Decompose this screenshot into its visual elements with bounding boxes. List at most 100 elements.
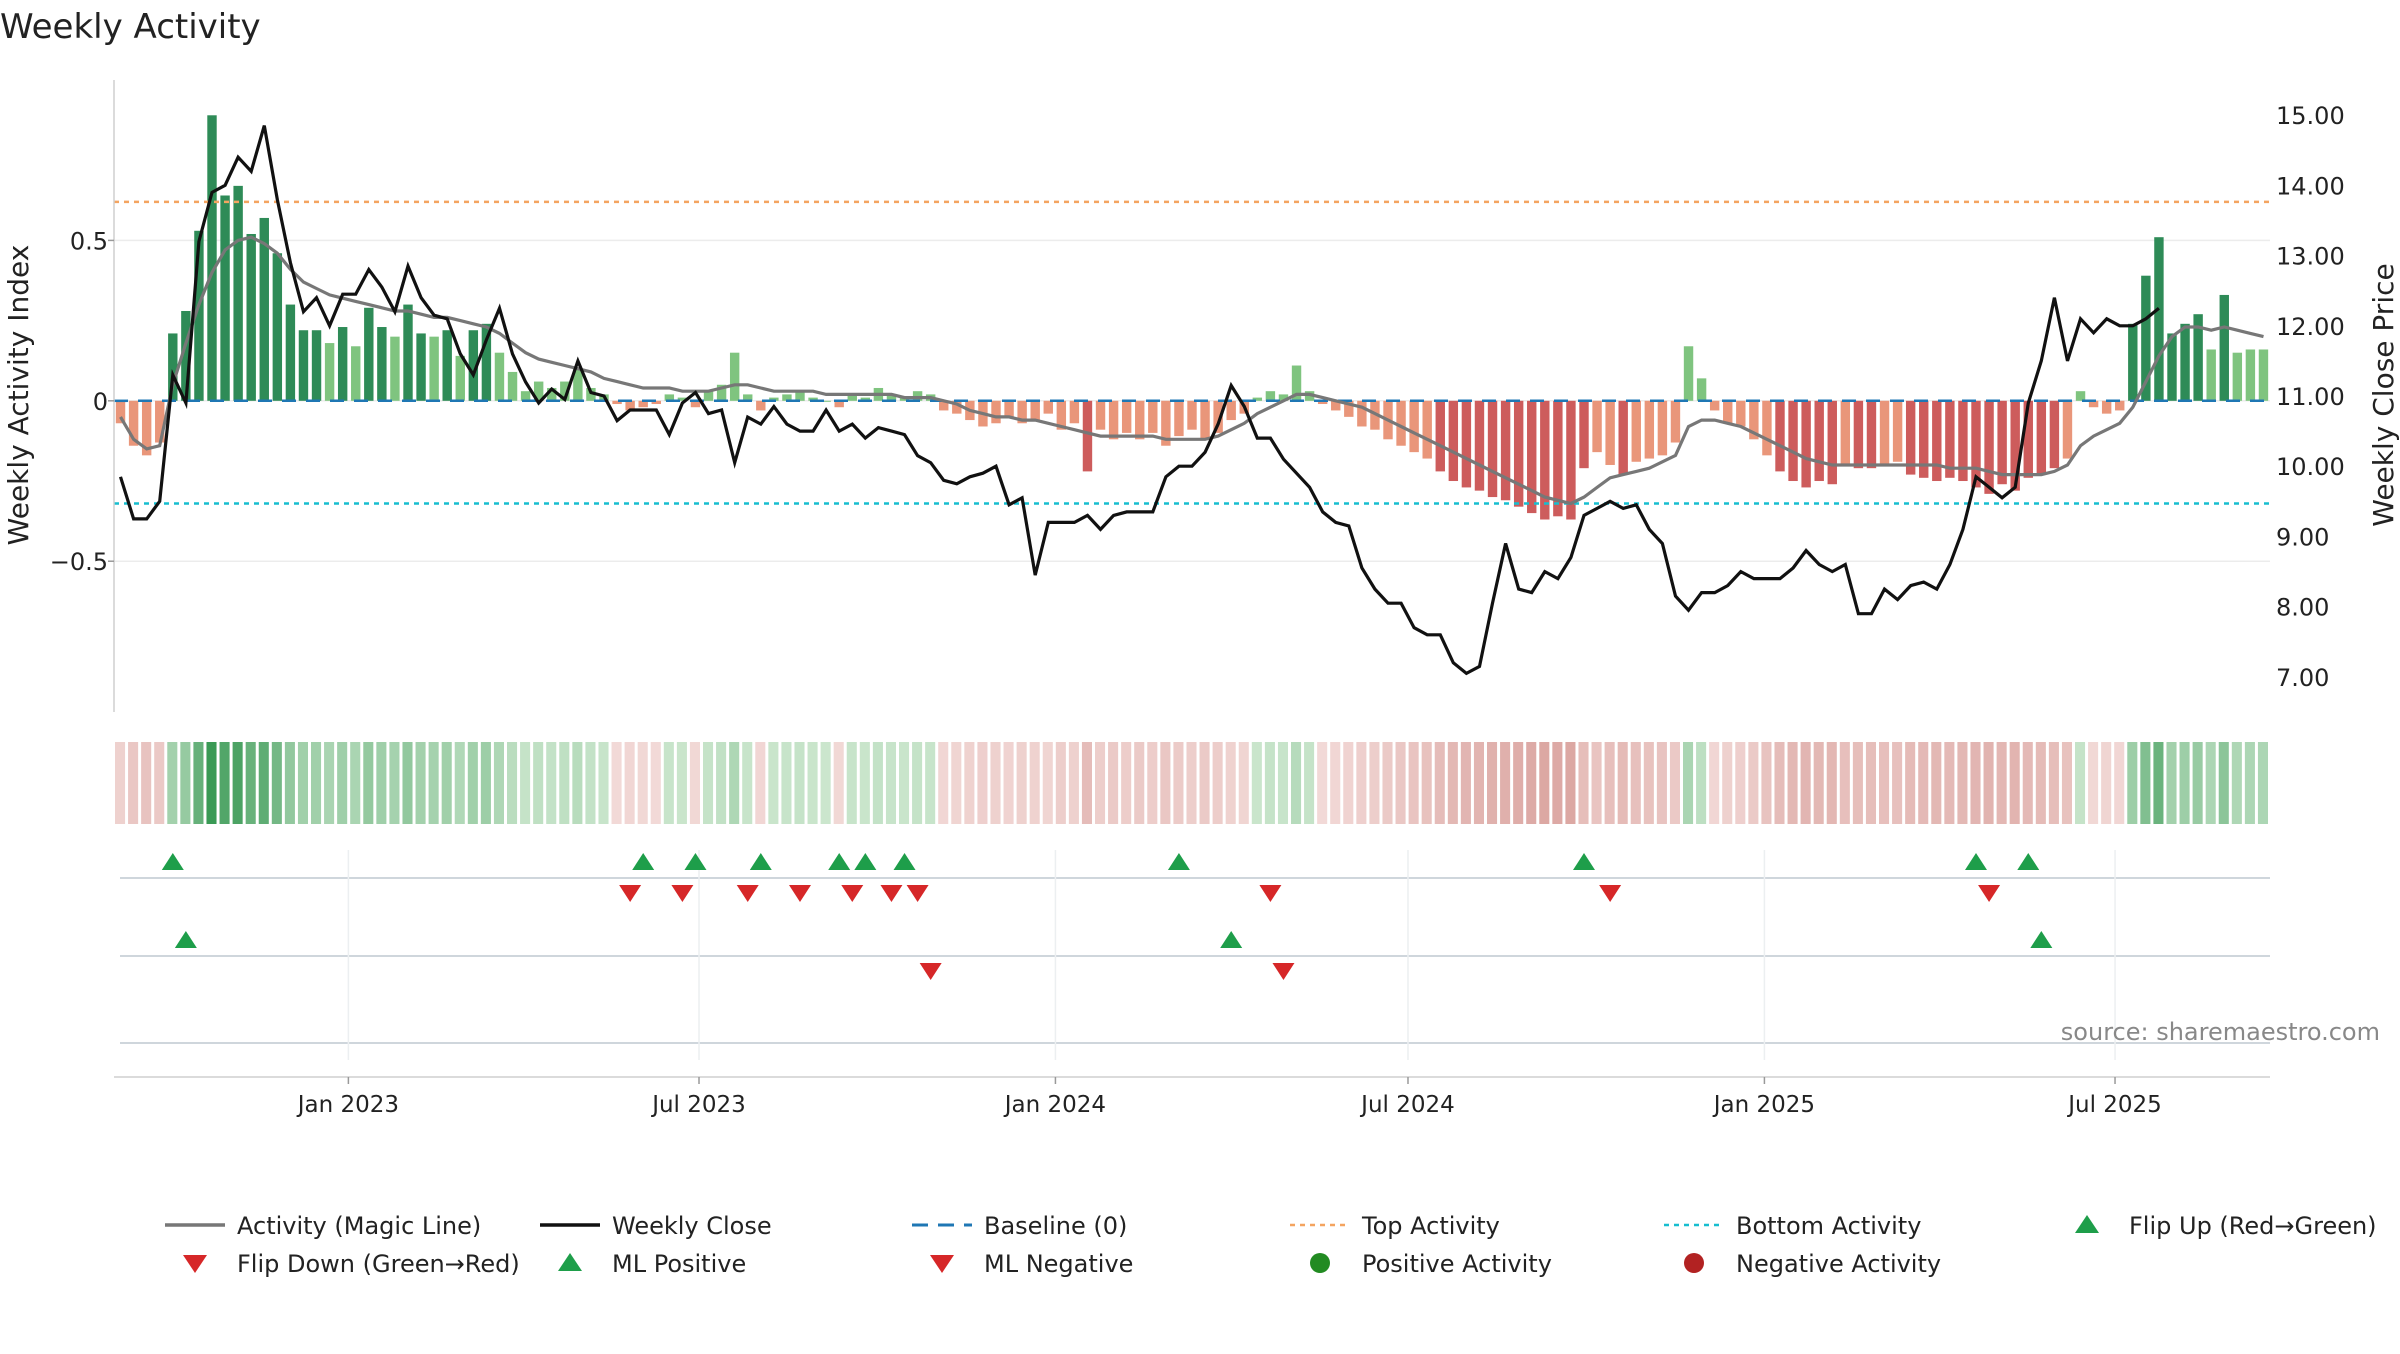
heat-cell xyxy=(703,742,714,824)
heat-cell xyxy=(1591,742,1602,824)
activity-bar xyxy=(1082,400,1093,472)
flip-down-marker xyxy=(736,885,759,902)
heat-cell xyxy=(337,742,348,824)
heat-cell xyxy=(1892,742,1903,824)
flip-up-marker xyxy=(893,853,916,870)
heat-cell xyxy=(1813,742,1824,824)
activity-bar xyxy=(1919,400,1929,478)
heat-cell xyxy=(2035,742,2046,824)
legend-swatch xyxy=(558,1253,582,1271)
activity-bar xyxy=(494,352,505,401)
heat-cell xyxy=(1931,742,1942,824)
heat-cell xyxy=(402,742,413,824)
heat-cell xyxy=(493,742,504,824)
ml-positive-marker xyxy=(1220,931,1243,948)
heat-cell xyxy=(311,742,322,824)
y-tick-label-right: 13.00 xyxy=(2276,243,2345,271)
activity-bar xyxy=(1030,400,1040,421)
activity-bar xyxy=(364,307,374,401)
activity-bar xyxy=(285,304,296,401)
activity-bar xyxy=(168,333,178,401)
heat-cell xyxy=(2218,742,2229,824)
activity-bar xyxy=(468,330,479,401)
source-label: source: sharemaestro.com xyxy=(2061,1018,2380,1046)
heat-cell xyxy=(846,742,857,824)
flip-down-marker xyxy=(789,885,811,902)
flip-down-marker xyxy=(1259,885,1282,902)
activity-bar xyxy=(612,400,622,405)
legend-swatch xyxy=(183,1255,207,1273)
activity-bar xyxy=(1252,397,1263,401)
heat-cell xyxy=(637,742,648,824)
heat-cell xyxy=(1617,742,1628,824)
heat-cell xyxy=(1016,742,1027,824)
heat-cell xyxy=(1513,742,1524,824)
heat-cell xyxy=(2088,742,2099,824)
legend-item: Top Activity xyxy=(1290,1212,1500,1240)
heat-cell xyxy=(1434,742,1445,824)
activity-bar xyxy=(2232,352,2243,401)
legend-item: Flip Down (Green→Red) xyxy=(183,1250,520,1278)
x-tick-label: Jul 2024 xyxy=(1359,1092,1455,1118)
legend-item: Baseline (0) xyxy=(912,1212,1127,1240)
activity-bar xyxy=(429,336,439,401)
heat-cell xyxy=(350,742,361,824)
heat-cell xyxy=(742,742,753,824)
flip-down-marker xyxy=(841,885,864,902)
heat-cell xyxy=(2205,742,2216,824)
activity-bar xyxy=(1945,400,1955,478)
activity-bar xyxy=(442,330,452,401)
heat-cell xyxy=(1787,742,1798,824)
heat-cell xyxy=(1696,742,1707,824)
activity-bar xyxy=(259,217,269,401)
heat-cell xyxy=(1055,742,1066,824)
activity-bar xyxy=(298,330,309,401)
activity-heat-strip xyxy=(115,742,2268,824)
activity-bar xyxy=(1840,400,1851,465)
y-tick-label-left: −0.5 xyxy=(50,548,108,576)
activity-bar xyxy=(1723,400,1733,424)
activity-bar xyxy=(2141,275,2151,401)
heat-cell xyxy=(572,742,583,824)
activity-bar xyxy=(756,400,766,411)
heat-cell xyxy=(141,742,152,824)
legend-item: ML Positive xyxy=(558,1250,746,1278)
activity-bar xyxy=(1905,400,1916,475)
heat-cell xyxy=(912,742,923,824)
heat-cell xyxy=(1604,742,1615,824)
heat-cell xyxy=(1473,742,1484,824)
flip-up-marker xyxy=(828,853,851,870)
flip-up-marker xyxy=(854,853,877,870)
activity-bar xyxy=(2206,349,2216,401)
heat-cell xyxy=(1042,742,1053,824)
activity-bar xyxy=(1278,394,1289,401)
activity-bar xyxy=(690,400,701,408)
activity-bar xyxy=(1736,400,1746,427)
heat-cell xyxy=(938,742,949,824)
heat-cell xyxy=(859,742,870,824)
heat-cell xyxy=(1526,742,1537,824)
heat-cell xyxy=(258,742,269,824)
activity-bar xyxy=(2180,323,2190,401)
activity-bar xyxy=(573,368,583,401)
heat-cell xyxy=(1421,742,1432,824)
activity-bar xyxy=(1474,400,1485,491)
activity-bar xyxy=(1409,400,1419,453)
heat-cell xyxy=(1134,742,1145,824)
activity-bar xyxy=(834,400,844,408)
heat-cell xyxy=(977,742,988,824)
heat-cell xyxy=(2192,742,2203,824)
heat-cell xyxy=(1735,742,1746,824)
heat-cell xyxy=(2257,742,2268,824)
heat-cell xyxy=(1905,742,1916,824)
legend-label: Baseline (0) xyxy=(984,1212,1127,1240)
activity-bar xyxy=(1814,400,1824,482)
heat-cell xyxy=(833,742,844,824)
activity-bar xyxy=(1265,391,1276,401)
activity-bar xyxy=(1971,400,1981,488)
flip-down-marker xyxy=(1599,885,1622,902)
activity-bar xyxy=(808,397,818,401)
activity-bar xyxy=(769,397,779,401)
activity-bar xyxy=(377,327,387,401)
